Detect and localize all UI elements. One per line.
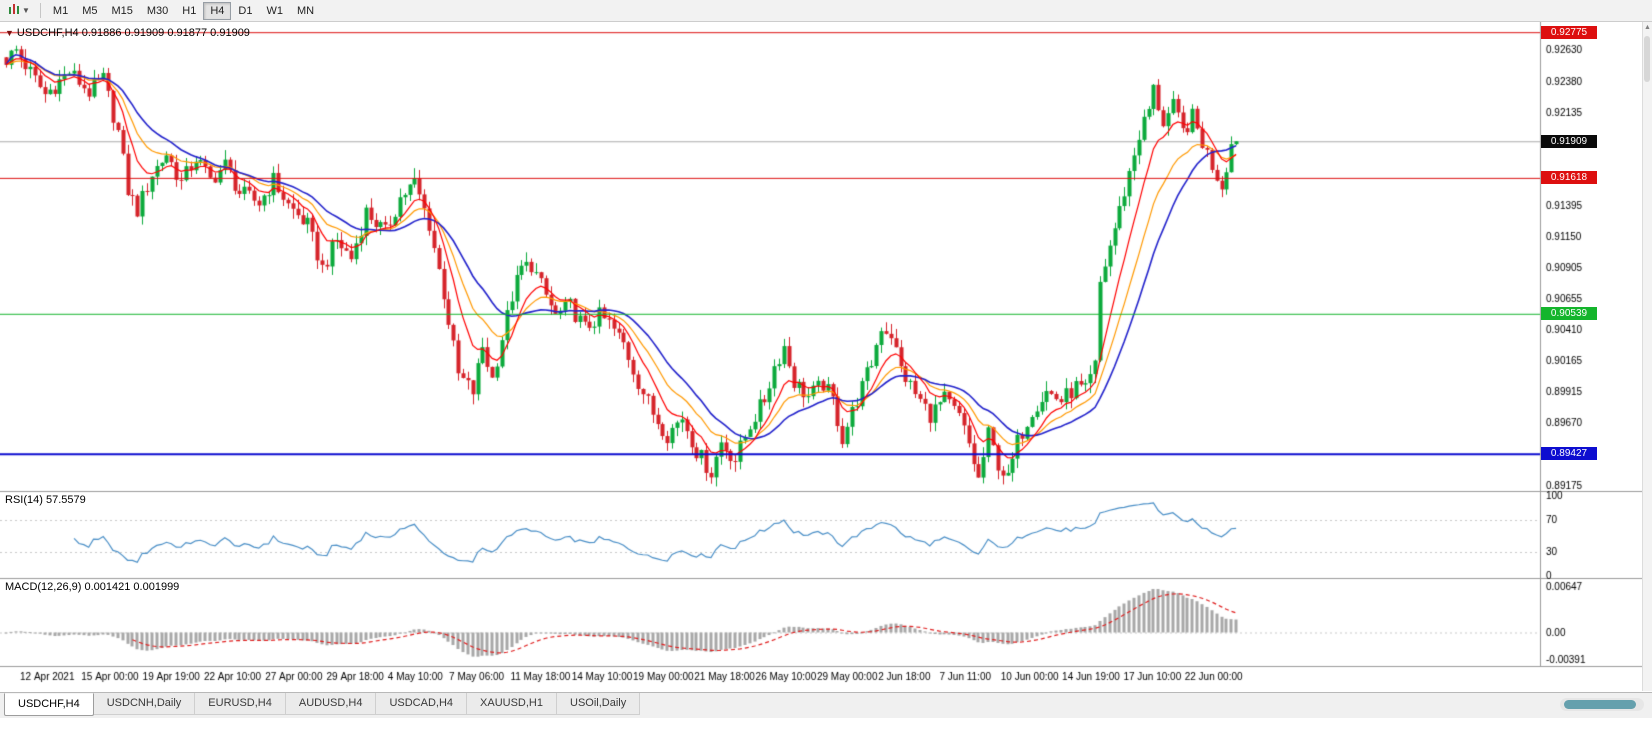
tab-usoil-daily[interactable]: USOil,Daily <box>557 693 641 715</box>
timeframe-button-h4[interactable]: H4 <box>203 1 232 20</box>
rsi-value: 57.5579 <box>45 494 86 506</box>
timeframe-button-m30[interactable]: M30 <box>140 2 175 20</box>
tab-audusd-h4[interactable]: AUDUSD,H4 <box>285 693 377 715</box>
timeframe-button-m1[interactable]: M1 <box>46 2 75 20</box>
timeframe-button-m15[interactable]: M15 <box>104 2 139 20</box>
horizontal-scrollbar-thumb[interactable] <box>1564 700 1636 709</box>
vertical-scrollbar[interactable]: ▲ <box>1642 22 1652 691</box>
tab-usdcad-h4[interactable]: USDCAD,H4 <box>376 693 468 715</box>
timeframe-toolbar: ▼ M1 M5 M15 M30 H1 H4 D1 W1 MN <box>0 0 1652 22</box>
price-tag-resistance: 0.91618 <box>1541 171 1597 185</box>
macd-indicator-label: MACD(12,26,9) 0.001421 0.001999 <box>5 581 179 593</box>
timeframe-button-mn[interactable]: MN <box>290 2 321 20</box>
timeframe-button-w1[interactable]: W1 <box>259 2 290 20</box>
chevron-down-icon: ▼ <box>22 5 30 15</box>
ohlc-header-text: USDCHF,H4 0.91886 0.91909 0.91877 0.9190… <box>16 27 250 39</box>
tab-eurusd-h4[interactable]: EURUSD,H4 <box>195 693 286 715</box>
tab-usdcnh-daily[interactable]: USDCNH,Daily <box>93 693 196 715</box>
symbol-marker-icon: ▼ <box>5 28 14 38</box>
horizontal-scrollbar[interactable] <box>1560 698 1644 711</box>
scroll-up-icon[interactable]: ▲ <box>1644 24 1651 31</box>
timeframe-button-d1[interactable]: D1 <box>231 2 259 20</box>
chart-type-button[interactable]: ▼ <box>3 2 35 20</box>
rsi-name: RSI(14) <box>5 494 43 506</box>
timeframe-button-h1[interactable]: H1 <box>175 2 203 20</box>
price-tag-last-price: 0.91909 <box>1541 134 1597 148</box>
timeframe-button-m5[interactable]: M5 <box>75 2 104 20</box>
tab-xauusd-h1[interactable]: XAUUSD,H1 <box>467 693 557 715</box>
toolbar-separator <box>39 3 41 18</box>
vertical-scrollbar-thumb[interactable] <box>1644 36 1650 82</box>
rsi-indicator-label: RSI(14) 57.5579 <box>5 494 86 506</box>
tab-usdchf-h4[interactable]: USDCHF,H4 <box>4 693 94 716</box>
price-tag-support-blue: 0.89427 <box>1541 447 1597 461</box>
price-tag-support-green: 0.90539 <box>1541 307 1597 321</box>
price-tag-upper-resistance: 0.92775 <box>1541 25 1597 39</box>
ohlc-header: ▼ USDCHF,H4 0.91886 0.91909 0.91877 0.919… <box>5 27 250 39</box>
bar-chart-icon <box>8 3 20 18</box>
macd-values: 0.001421 0.001999 <box>84 581 180 593</box>
chart-tab-bar: USDCHF,H4 USDCNH,Daily EURUSD,H4 AUDUSD,… <box>0 692 1652 718</box>
macd-name: MACD(12,26,9) <box>5 581 82 593</box>
